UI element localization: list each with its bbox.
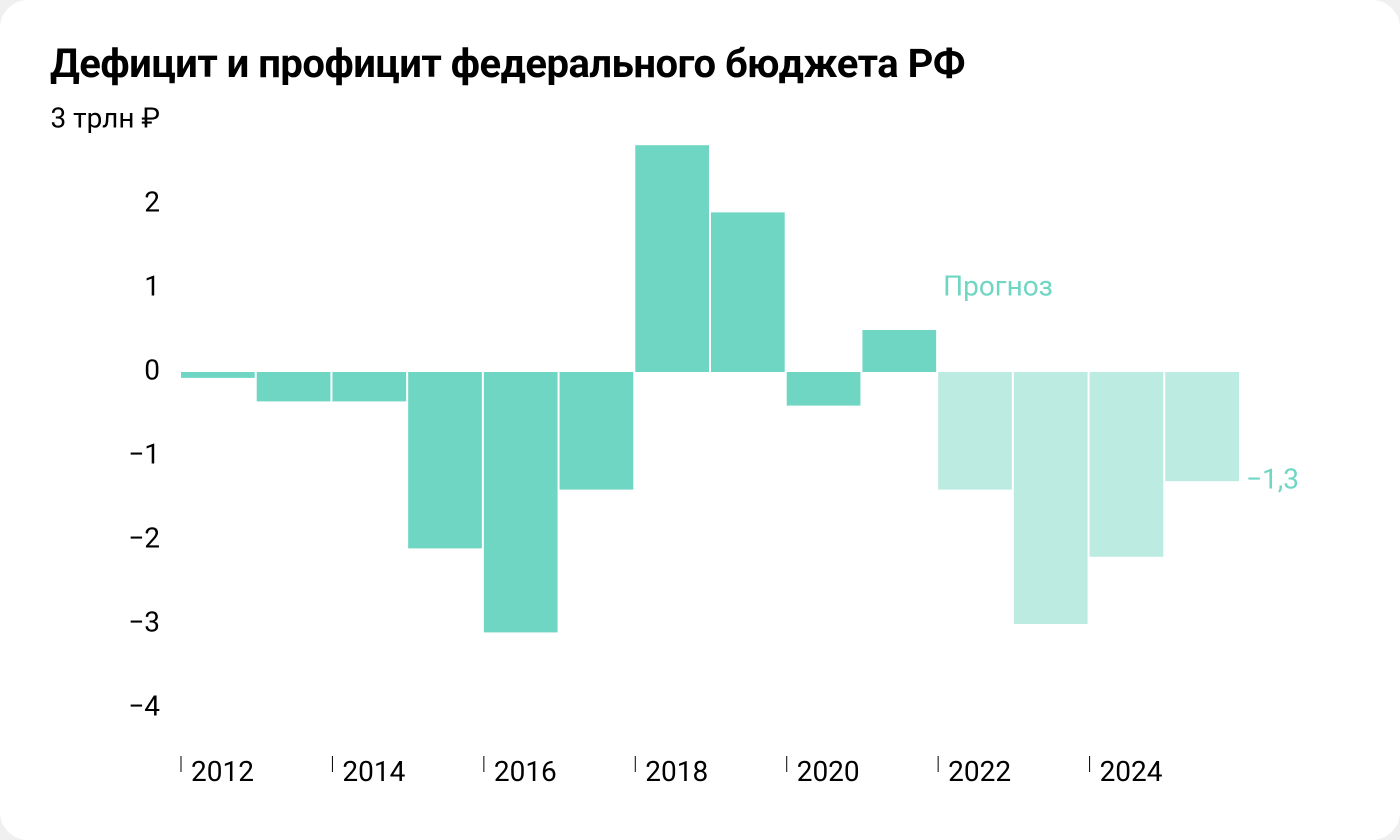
bar [484,372,558,632]
x-tick-label: 2016 [494,755,557,788]
chart-svg: 3 трлн ₽ 2 1 0 −1 −2 −3 −4 2012 2014 2016 2018 2020 2… [50,100,1350,810]
bar [181,372,255,378]
y-tick-label: 2 [144,185,160,218]
y-tick-label: 0 [144,353,160,386]
chart-card: Дефицит и профицит федерального бюджета … [0,0,1400,840]
bar [560,372,634,490]
bar [862,330,936,372]
x-tick-label: 2014 [342,755,405,788]
x-tick-label: 2018 [645,755,708,788]
y-tick-label: −2 [128,521,160,554]
y-tick-label: −1 [128,437,160,470]
chart-title: Дефицит и профицит федерального бюджета … [50,40,1350,87]
bar [938,372,1012,490]
x-tick-label: 2022 [948,755,1011,788]
bar [257,372,331,401]
bar [635,145,709,372]
y-tick-label: 1 [144,269,160,302]
bar [787,372,861,406]
bar [332,372,406,401]
bar [1165,372,1239,481]
x-tick-label: 2024 [1100,755,1163,788]
x-tick-label: 2020 [797,755,860,788]
y-tick-label: 3 трлн ₽ [50,101,160,134]
bar [1090,372,1164,557]
bar [711,212,785,372]
y-tick-label: −4 [128,689,160,722]
last-value-label: −1,3 [1246,463,1299,496]
x-tick-label: 2012 [191,755,254,788]
y-tick-label: −3 [128,605,160,638]
forecast-label: Прогноз [943,269,1053,302]
bar [408,372,482,548]
chart-area: 3 трлн ₽ 2 1 0 −1 −2 −3 −4 2012 2014 2016 2018 2020 2… [50,100,1350,810]
bar [1014,372,1088,624]
